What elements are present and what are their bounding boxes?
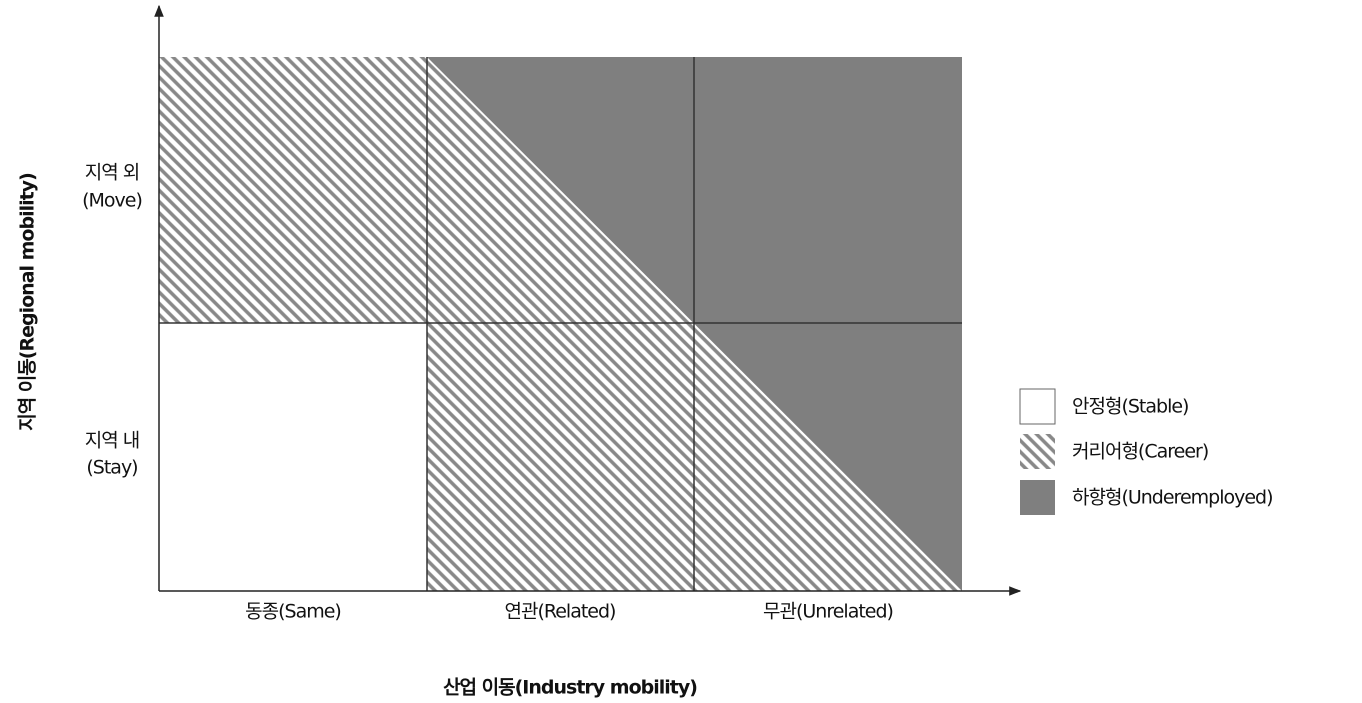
legend-label: 하향형(Underemployed) — [1072, 487, 1273, 509]
legend-swatch — [1020, 434, 1055, 469]
x-axis-label: 산업 이동(Industry mobility) — [443, 677, 697, 699]
grid — [159, 57, 962, 591]
row-label: 지역 외 — [85, 162, 139, 184]
career-region — [159, 57, 427, 323]
legend-label: 안정형(Stable) — [1072, 396, 1188, 418]
column-label: 무관(Unrelated) — [763, 601, 893, 623]
column-label: 연관(Related) — [505, 601, 616, 623]
legend-label: 커리어형(Career) — [1072, 441, 1208, 463]
row-label: 지역 내 — [85, 430, 139, 452]
regions — [159, 57, 962, 591]
legend-swatch — [1020, 480, 1055, 515]
legend: 안정형(Stable) 커리어형(Career) 하향형(Underemploy… — [1019, 388, 1274, 515]
row-sublabel: (Move) — [82, 190, 142, 212]
column-label: 동종(Same) — [245, 601, 341, 623]
row-sublabel: (Stay) — [86, 457, 137, 479]
legend-swatch — [1019, 388, 1056, 425]
y-axis-label: 지역 이동(Regional mobility) — [17, 173, 39, 431]
